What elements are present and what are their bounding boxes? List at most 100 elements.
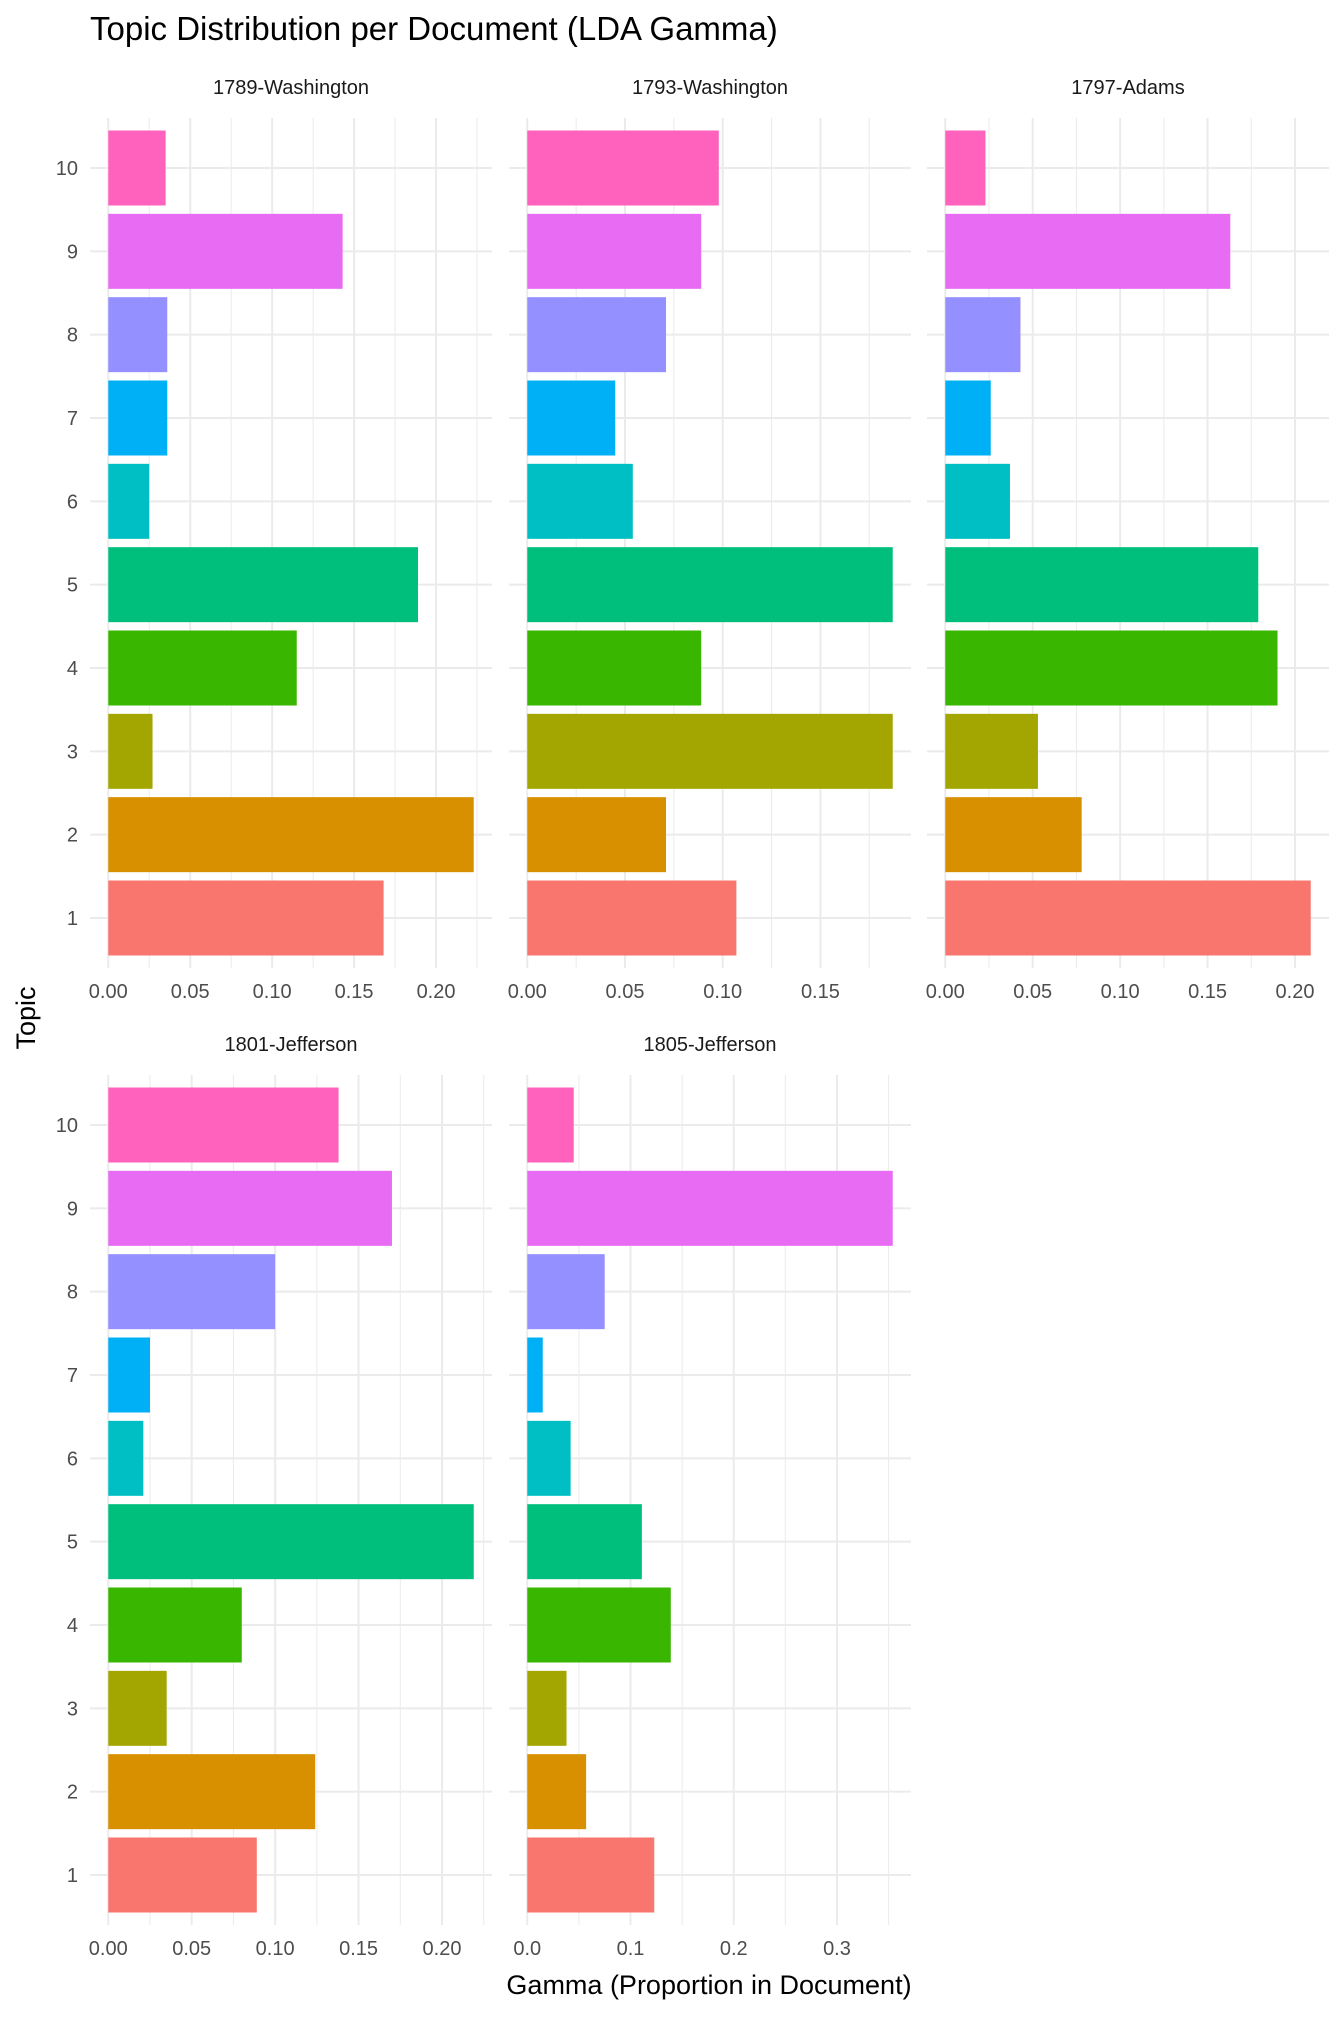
bar-topic-10 [108,130,166,206]
bar-topic-6 [527,1420,571,1496]
y-tick-label: 7 [67,1365,78,1387]
y-tick-label: 6 [67,1448,78,1470]
bar-topic-8 [527,1254,605,1330]
x-tick-label: 0.3 [823,1938,851,1960]
x-tick-label: 0.05 [1013,981,1052,1003]
x-tick-label: 0.05 [171,981,210,1003]
facet-strip-label: 1797-Adams [1071,77,1184,99]
x-tick-label: 0.00 [508,981,547,1003]
y-axis-title: Topic [11,986,41,1049]
bar-topic-9 [527,213,702,289]
bar-topic-2 [527,1754,587,1830]
facet-panel: 0.00 0.05 0.10 0.15 0.20 1797-Adams [926,77,1329,1003]
y-tick-label: 9 [67,1198,78,1220]
bar-topic-5 [527,547,893,623]
bar-topic-9 [108,213,343,289]
bar-topic-3 [945,713,1038,789]
y-tick-label: 3 [67,1698,78,1720]
bar-topic-10 [527,130,719,206]
x-tick-label: 0.10 [703,981,742,1003]
bar-topic-3 [527,713,893,789]
x-tick-label: 0.15 [1188,981,1227,1003]
x-tick-label: 0.2 [720,1938,748,1960]
x-tick-label: 0.15 [339,1938,378,1960]
bar-topic-10 [527,1087,574,1163]
bar-topic-5 [945,547,1259,623]
y-tick-label: 8 [67,325,78,347]
facet-panel: 0.00 0.05 0.10 0.15 1793-Washington [508,77,911,1003]
facet-strip-label: 1801-Jefferson [224,1034,357,1056]
bar-topic-4 [527,630,702,706]
y-tick-label: 5 [67,1532,78,1554]
y-tick-label: 4 [67,1615,78,1637]
bar-topic-1 [108,1837,257,1913]
bar-topic-2 [527,797,667,873]
bar-topic-7 [108,380,168,456]
y-tick-label: 5 [67,575,78,597]
y-tick-label: 8 [67,1282,78,1304]
y-tick-label: 10 [56,1115,78,1137]
x-tick-label: 0.20 [1276,981,1315,1003]
x-tick-label: 0.05 [606,981,645,1003]
y-tick-label: 7 [67,408,78,430]
x-tick-label: 0.00 [926,981,965,1003]
bar-topic-9 [945,213,1231,289]
bar-topic-4 [108,630,297,706]
x-tick-label: 0.00 [89,981,128,1003]
bar-topic-2 [945,797,1082,873]
bar-topic-9 [108,1170,392,1246]
bar-topic-4 [108,1587,242,1663]
bar-topic-6 [945,463,1010,539]
x-tick-label: 0.15 [335,981,374,1003]
bar-topic-1 [945,880,1311,956]
facet-strip-label: 1805-Jefferson [643,1034,776,1056]
x-tick-label: 0.20 [417,981,456,1003]
x-tick-label: 0.0 [513,1938,541,1960]
y-tick-label: 4 [67,658,78,680]
bar-topic-5 [108,547,419,623]
bar-topic-2 [108,1754,316,1830]
facet-strip-label: 1793-Washington [632,77,788,99]
facet-panel: 0.00 0.05 0.10 0.15 0.20 1 2 3 4 5 6 7 8 9 10 1789-Wash… [56,77,492,1003]
bar-topic-7 [108,1337,150,1413]
x-tick-label: 0.10 [1101,981,1140,1003]
bar-topic-1 [527,880,737,956]
bar-topic-4 [945,630,1278,706]
bar-topic-7 [527,1337,543,1413]
bar-topic-3 [527,1670,567,1746]
x-axis-title: Gamma (Proportion in Document) [506,1970,911,2000]
y-tick-label: 6 [67,491,78,513]
bar-topic-3 [108,713,153,789]
bar-topic-4 [527,1587,671,1663]
bar-topic-1 [108,880,384,956]
bar-topic-5 [527,1504,642,1580]
bar-topic-8 [108,297,168,373]
bar-topic-6 [527,463,633,539]
x-tick-label: 0.15 [801,981,840,1003]
y-tick-label: 10 [56,158,78,180]
facet-panel: 0.0 0.1 0.2 0.3 1805-Jefferson [509,1034,911,1960]
x-tick-label: 0.20 [423,1938,462,1960]
bar-topic-6 [108,1420,144,1496]
bar-topic-2 [108,797,474,873]
y-tick-label: 2 [67,1782,78,1804]
bar-topic-9 [527,1170,893,1246]
bar-topic-6 [108,463,150,539]
x-tick-label: 0.10 [256,1938,295,1960]
y-tick-label: 1 [67,908,78,930]
y-tick-label: 1 [67,1865,78,1887]
x-tick-label: 0.00 [89,1938,128,1960]
facet-strip-label: 1789-Washington [213,77,369,99]
bar-topic-7 [945,380,991,456]
bar-topic-3 [108,1670,167,1746]
facet-panel: 0.00 0.05 0.10 0.15 0.20 1 2 3 4 5 6 7 8 9 10 1801-Jeff… [56,1034,492,1960]
chart-title: Topic Distribution per Document (LDA Gam… [90,10,778,47]
bar-topic-8 [945,297,1021,373]
y-tick-label: 9 [67,241,78,263]
bar-topic-8 [527,297,667,373]
bar-topic-10 [108,1087,339,1163]
x-tick-label: 0.10 [253,981,292,1003]
bar-topic-1 [527,1837,655,1913]
y-tick-label: 3 [67,741,78,763]
